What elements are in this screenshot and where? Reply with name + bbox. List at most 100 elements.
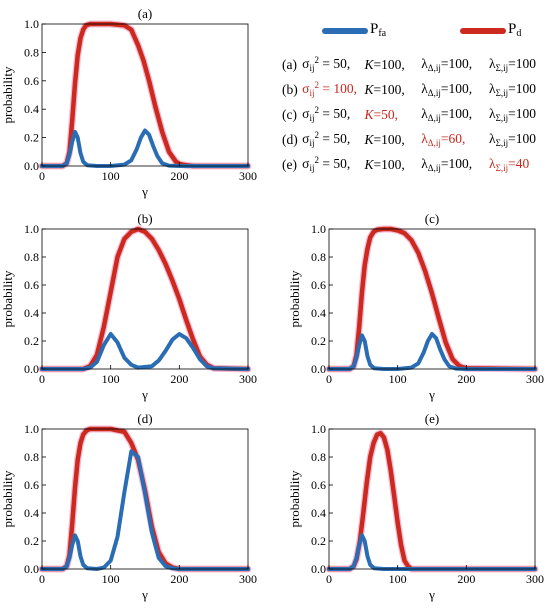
- pd-glow-line: [38, 225, 252, 373]
- chart-panel-d: (d) 0 100 200 300 0.0 0.2 0.4 0.6 0.8 1.0 γ probabil…: [0, 411, 257, 602]
- plot-frame: [41, 428, 249, 570]
- x-axis-label: γ: [141, 184, 148, 199]
- y-tick-label: 0.2: [24, 534, 39, 548]
- plot-frame: [41, 228, 249, 370]
- lambda-delta-term: λΔ,ij=100,: [421, 80, 473, 98]
- lambda-sigma-term: λΣ,ij=100: [489, 130, 536, 148]
- lambda-delta-term: λΔ,ij=100,: [421, 55, 473, 73]
- y-tick-label: 0.8: [311, 450, 326, 464]
- x-tick-label: 100: [102, 169, 120, 183]
- pd-legend-swatch: [460, 28, 506, 34]
- y-axis-label: probability: [0, 270, 15, 328]
- y-tick-label: 0.0: [311, 562, 326, 576]
- x-tick-label: 200: [170, 372, 188, 386]
- y-tick-label: 0.6: [24, 478, 39, 492]
- sigma-term: σij2 = 50,: [302, 105, 351, 123]
- lambda-sigma-term: λΣ,ij=100: [489, 55, 536, 73]
- pfa-legend-swatch: [322, 28, 368, 34]
- chart-panel-c: (c) 0 100 200 300 0.0 0.2 0.4 0.6 0.8 1.0 γ probabil…: [287, 211, 544, 402]
- lambda-sigma-term: λΣ,ij=40: [489, 155, 530, 173]
- chart-panel-e: (e) 0 100 200 300 0.0 0.2 0.4 0.6 0.8 1.0 γ probabil…: [287, 411, 544, 602]
- y-tick-label: 0.2: [311, 334, 326, 348]
- x-tick-label: 200: [170, 169, 188, 183]
- y-tick-label: 0.8: [311, 250, 326, 264]
- pfa-series-line: [40, 449, 250, 571]
- x-axis-label: γ: [141, 587, 148, 602]
- y-tick-label: 0.2: [24, 334, 39, 348]
- y-tick-label: 0.0: [24, 159, 39, 173]
- x-tick-label: 0: [326, 372, 332, 386]
- lambda-delta-term: λΔ,ij=100,: [421, 155, 473, 173]
- y-tick-label: 0.4: [24, 506, 39, 520]
- condition-row-a: (a) σij2 = 50, K=100, λΔ,ij=100, λΣ,ij=1…: [282, 52, 544, 77]
- condition-id: (a): [282, 56, 297, 72]
- y-axis-label: probability: [287, 270, 302, 328]
- condition-row-b: (b) σij2 = 100, K=100, λΔ,ij=100, λΣ,ij=…: [282, 77, 544, 102]
- x-tick-label: 0: [39, 572, 45, 586]
- x-axis-label: γ: [428, 587, 435, 602]
- x-tick-label: 0: [39, 372, 45, 386]
- x-tick-label: 200: [457, 572, 475, 586]
- y-tick-label: 0.0: [24, 362, 39, 376]
- lambda-delta-term: λΔ,ij=60,: [421, 130, 466, 148]
- x-tick-label: 300: [239, 169, 257, 183]
- chart-panel-b: (b) 0 100 200 300 0.0 0.2 0.4 0.6 0.8 1.0 γ probabil…: [0, 211, 257, 402]
- y-tick-label: 1.0: [311, 222, 326, 236]
- lambda-sigma-term: λΣ,ij=100: [489, 105, 536, 123]
- y-tick-label: 0.6: [24, 278, 39, 292]
- y-tick-label: 0.6: [24, 74, 39, 88]
- k-term: K=100,: [364, 81, 405, 97]
- x-tick-label: 100: [102, 372, 120, 386]
- y-tick-label: 1.0: [24, 222, 39, 236]
- pfa-legend-label: Pfa: [370, 21, 387, 39]
- pfa-series-line: [327, 332, 537, 371]
- legend-panel: Pfa Pd (a) σij2 = 50, K=100, λΔ,ij=100, …: [282, 18, 544, 177]
- x-tick-label: 300: [239, 572, 257, 586]
- y-axis-label: probability: [0, 66, 15, 124]
- sigma-term: σij2 = 100,: [302, 80, 357, 98]
- legend-series-keys: Pfa Pd: [282, 18, 544, 44]
- pd-series-line: [39, 21, 251, 169]
- x-axis-label: γ: [428, 387, 435, 402]
- k-term: K=100,: [364, 156, 405, 172]
- k-term: K=50,: [364, 106, 398, 122]
- pd-legend-label: Pd: [508, 21, 522, 39]
- y-tick-label: 0.4: [24, 306, 39, 320]
- y-tick-label: 0.2: [24, 131, 39, 145]
- chart-panel-a: (a) 0 100 200 300 0.0 0.2 0.4 0.6 0.8 1.0 γ probabil…: [0, 6, 257, 199]
- condition-id: (b): [282, 81, 298, 97]
- plot-frame: [328, 228, 536, 370]
- y-tick-label: 0.4: [311, 306, 326, 320]
- y-tick-label: 0.2: [311, 534, 326, 548]
- lambda-sigma-term: λΣ,ij=100: [489, 80, 536, 98]
- panel-title: (b): [137, 211, 152, 226]
- y-tick-label: 0.4: [24, 102, 39, 116]
- y-axis-label: probability: [287, 470, 302, 528]
- y-tick-label: 0.0: [24, 562, 39, 576]
- y-tick-label: 1.0: [24, 422, 39, 436]
- x-tick-label: 300: [239, 372, 257, 386]
- x-tick-label: 300: [526, 372, 544, 386]
- x-tick-label: 100: [389, 572, 407, 586]
- condition-id: (e): [282, 156, 297, 172]
- lambda-delta-term: λΔ,ij=100,: [421, 105, 473, 123]
- y-tick-label: 0.8: [24, 450, 39, 464]
- panel-title: (d): [137, 411, 152, 426]
- panel-title: (c): [425, 211, 439, 226]
- condition-id: (d): [282, 131, 298, 147]
- x-tick-label: 200: [170, 572, 188, 586]
- x-tick-label: 300: [526, 572, 544, 586]
- y-tick-label: 0.8: [24, 250, 39, 264]
- x-tick-label: 200: [457, 372, 475, 386]
- y-tick-label: 0.6: [311, 278, 326, 292]
- y-tick-label: 0.8: [24, 45, 39, 59]
- pfa-series-line: [40, 332, 250, 371]
- sigma-term: σij2 = 50,: [302, 155, 351, 173]
- k-term: K=100,: [364, 131, 405, 147]
- y-tick-label: 1.0: [24, 17, 39, 31]
- condition-row-e: (e) σij2 = 50, K=100, λΔ,ij=100, λΣ,ij=4…: [282, 152, 544, 177]
- x-tick-label: 0: [326, 572, 332, 586]
- x-axis-label: γ: [141, 387, 148, 402]
- panel-title: (a): [138, 6, 152, 21]
- plot-frame: [41, 23, 249, 167]
